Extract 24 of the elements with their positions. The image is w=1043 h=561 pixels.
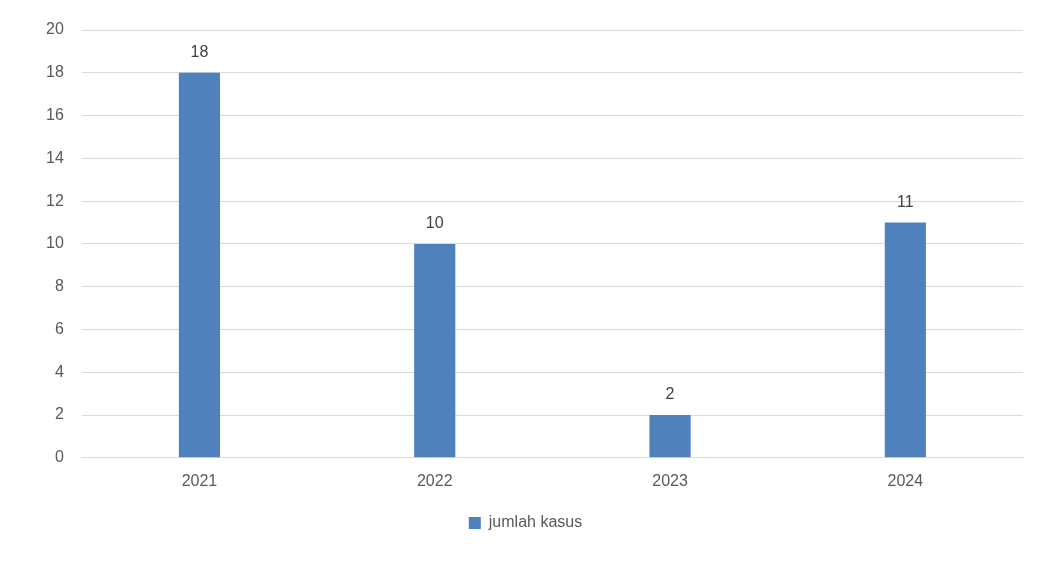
data-label: 2 (665, 385, 675, 403)
data-label: 18 (190, 43, 209, 61)
x-tick-label: 2023 (652, 471, 688, 489)
y-tick-label: 14 (46, 148, 64, 166)
y-tick-label: 8 (54, 277, 64, 295)
legend-label: jumlah kasus (487, 513, 583, 531)
y-tick-label: 2 (54, 405, 64, 423)
x-tick-label: 2021 (181, 471, 218, 489)
y-tick-label: 12 (46, 191, 64, 209)
data-label: 10 (425, 214, 444, 232)
bar (884, 222, 926, 458)
bar (414, 243, 456, 458)
data-label: 11 (897, 192, 914, 210)
y-tick-label: 16 (46, 105, 64, 123)
x-tick-label: 2022 (416, 471, 453, 489)
y-tick-label: 4 (54, 362, 64, 380)
y-tick-label: 18 (46, 63, 64, 81)
y-tick-label: 10 (46, 234, 64, 252)
bar (649, 415, 691, 458)
bar (178, 72, 221, 458)
y-tick-label: 20 (46, 20, 64, 38)
y-tick-label: 6 (54, 319, 64, 337)
x-tick-label: 2024 (887, 471, 924, 489)
y-tick-label: 0 (54, 448, 64, 466)
